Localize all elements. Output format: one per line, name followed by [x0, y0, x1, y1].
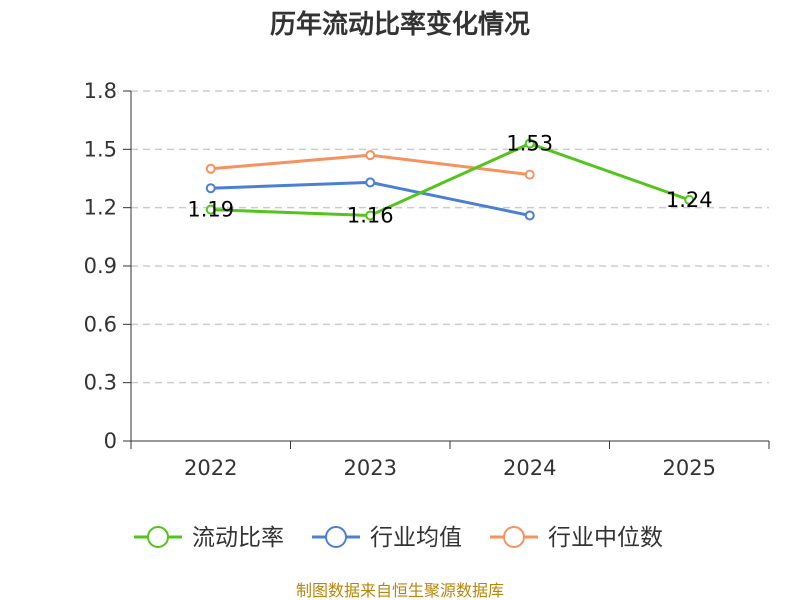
x-tick-label: 2023	[344, 456, 397, 480]
y-tick-label: 1.8	[84, 79, 117, 103]
chart-title: 历年流动比率变化情况	[270, 9, 530, 40]
data-label: 1.19	[187, 198, 234, 222]
y-tick-label: 1.2	[84, 196, 117, 220]
data-point	[365, 150, 376, 161]
series-0	[205, 138, 695, 221]
y-tick-label: 0.3	[84, 371, 117, 395]
data-point	[365, 210, 376, 221]
series-1	[205, 177, 535, 221]
x-tick-label: 2022	[184, 456, 237, 480]
data-label: 1.24	[666, 188, 713, 212]
y-axis-ticks: 0 0.3 0.6 0.9 1.2 1.5 1.8	[84, 79, 131, 453]
legend-item-1[interactable]: 行业均值	[312, 525, 462, 551]
x-tick-label: 2025	[663, 456, 716, 480]
data-point	[205, 163, 216, 174]
legend[interactable]: 流动比率 行业均值 行业中位数	[134, 525, 663, 551]
legend-marker-icon	[325, 526, 347, 548]
legend-item-2[interactable]: 行业中位数	[490, 525, 663, 551]
source-note: 制图数据来自恒生聚源数据库	[296, 581, 504, 600]
y-tick-label: 0.9	[84, 254, 117, 278]
x-axis-ticks: 2022 2023 2024 2025	[184, 456, 716, 480]
y-tick-label: 0.6	[84, 312, 117, 336]
data-label: 1.16	[347, 203, 394, 227]
y-tick-label: 1.5	[84, 137, 117, 161]
legend-label: 流动比率	[192, 525, 284, 551]
legend-marker-icon	[503, 526, 525, 548]
data-point	[524, 169, 535, 180]
legend-label: 行业均值	[370, 525, 462, 551]
series-line	[210, 142, 690, 217]
x-tick-label: 2024	[503, 456, 556, 480]
data-point	[205, 204, 216, 215]
data-point	[524, 138, 535, 149]
legend-label: 行业中位数	[548, 525, 663, 551]
grid	[131, 90, 769, 384]
data-point	[684, 194, 695, 205]
axes	[130, 91, 770, 449]
data-label: 1.53	[506, 132, 553, 156]
series-group: 1.19 1.16 1.53 1.24	[187, 132, 712, 228]
legend-item-0[interactable]: 流动比率	[134, 525, 284, 551]
y-tick-label: 0	[104, 429, 117, 453]
data-point	[524, 210, 535, 221]
legend-marker-icon	[147, 526, 169, 548]
data-point	[365, 177, 376, 188]
data-point	[205, 183, 216, 194]
